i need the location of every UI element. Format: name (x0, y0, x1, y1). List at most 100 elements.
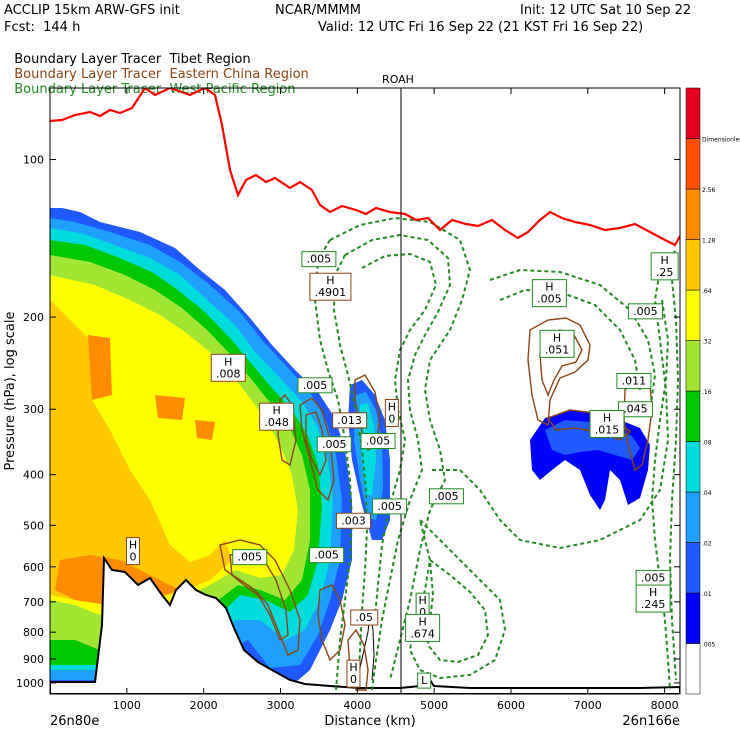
x-tick-label: 2000 (190, 699, 218, 712)
shade-band-darkorange (55, 335, 215, 605)
contour-label: .045 (617, 401, 653, 418)
contour-label: .005 (297, 377, 333, 394)
model-title: ACCLIP 15km ARW-GFS init (4, 3, 180, 18)
colorbar-swatch (685, 643, 701, 695)
green-dashed-contour (489, 268, 657, 411)
y-tick-label: 1000 (16, 677, 44, 690)
colorbar-label: .16 (702, 389, 712, 396)
contour-label-box (350, 609, 379, 626)
brown-contour (277, 393, 297, 467)
contour-label: H0 (346, 659, 361, 688)
x-tick-label: 7000 (574, 699, 602, 712)
contour-label: H.048 (259, 402, 295, 431)
y-tick-label: 200 (23, 311, 44, 324)
x-tick-label: 6000 (497, 699, 525, 712)
contour-label-box (539, 329, 575, 358)
contour-label: H.015 (589, 409, 625, 438)
contour-label-text: H (418, 594, 426, 607)
contour-label-text: H (545, 281, 553, 294)
contour-label: .005 (635, 569, 671, 586)
contour-label-text: .013 (337, 414, 362, 427)
x-tick-label: 8000 (651, 699, 679, 712)
contour-label-box (384, 399, 399, 428)
legend-region: Tibet Region (169, 52, 251, 67)
colorbar-swatch (685, 138, 701, 190)
contour-label: H.25 (650, 252, 679, 281)
contour-label-box (332, 412, 368, 429)
contour-label-text: H (224, 355, 232, 368)
contour-label: H.245 (635, 584, 671, 613)
contour-label: H0 (415, 592, 430, 621)
colorbar: .005 .01 .02 .04 .08 .16 .32 .64 1.28 2.56 Dimensi… (685, 87, 740, 695)
x-tick-label: 1000 (113, 699, 141, 712)
contour-label-text: .005 (366, 435, 391, 448)
colorbar-swatch (685, 542, 701, 594)
contour-label-text: .008 (216, 367, 241, 380)
colorbar-swatch (685, 592, 701, 644)
y-tick-label: 900 (23, 653, 44, 666)
x-tick-label: 3000 (266, 699, 294, 712)
contour-label-text: 0 (419, 606, 426, 619)
contour-label-text: H (418, 615, 426, 628)
contour-label: .005 (309, 547, 345, 564)
contour-label: .005 (232, 549, 268, 566)
contour-label-text: .4901 (315, 286, 347, 299)
brown-contour (219, 539, 301, 656)
contour-label-box (210, 353, 246, 382)
contour-label: .003 (335, 512, 371, 529)
contour-label-text: L (421, 674, 428, 687)
contour-label: H.051 (539, 329, 575, 358)
colorbar-label: .32 (702, 339, 712, 346)
x-tick-label: 4000 (343, 699, 371, 712)
y-tick-label: 400 (23, 469, 44, 482)
contour-label-text: .005 (238, 551, 263, 564)
colorbar-label: .01 (702, 591, 712, 598)
x-tick-label: 5000 (420, 699, 448, 712)
colorbar-label: 2.56 (702, 187, 716, 194)
contour-label-text: .045 (623, 403, 648, 416)
colorbar-swatch (685, 340, 701, 392)
org-label: NCAR/MMMM (275, 3, 361, 18)
contour-label-text: .015 (595, 423, 620, 436)
y-tick-label: 600 (23, 561, 44, 574)
contour-label-box (346, 659, 361, 688)
y-tick-label: 100 (23, 154, 44, 167)
contour-label-text: .05 (355, 611, 373, 624)
terrain-profile (50, 554, 680, 694)
brown-contour (305, 411, 327, 477)
legend-label: Boundary Layer Tracer (14, 67, 162, 82)
contour-label-text: 0 (388, 413, 395, 426)
green-dashed-contour (499, 288, 641, 391)
contour-label-text: .005 (641, 571, 666, 584)
contour-label-box (428, 488, 464, 505)
contour-label-box (635, 584, 671, 613)
contour-label: H.674 (405, 613, 441, 642)
contour-label-box (232, 549, 268, 566)
contour-label-box (301, 251, 337, 268)
contour-label-text: .005 (314, 549, 339, 562)
shade-band-orange (50, 300, 232, 605)
colorbar-label: .04 (702, 490, 712, 497)
legend-entry-tibet: Boundary Layer Tracer Tibet Region (6, 37, 251, 67)
contour-label-text: .005 (434, 490, 459, 503)
contour-label-text: H (649, 586, 657, 599)
contour-label: .005 (428, 488, 464, 505)
contour-label-text: .25 (656, 266, 674, 279)
valid-time: Valid: 12 UTC Fri 16 Sep 22 (21 KST Fri … (318, 20, 644, 35)
contour-labels: H.008H.048H.4901.005.005.013.005.005H0.0… (125, 251, 679, 689)
brown-contour (317, 584, 346, 662)
y-tick-label: 700 (23, 596, 44, 609)
y-axis-label: Pressure (hPa), log scale (3, 312, 18, 471)
init-time: Init: 12 UTC Sat 10 Sep 22 (520, 3, 692, 18)
contour-label: H0 (384, 399, 399, 428)
y-tick-label: 300 (23, 403, 44, 416)
contour-label-text: 0 (350, 673, 357, 686)
contour-label-box (297, 377, 333, 394)
colorbar-label: .64 (702, 288, 712, 295)
contour-label-text: .003 (341, 514, 366, 527)
contour-label-box (259, 402, 295, 431)
contour-label-box (617, 401, 653, 418)
contour-label-box (417, 672, 432, 689)
green-dashed-contour (426, 557, 490, 664)
